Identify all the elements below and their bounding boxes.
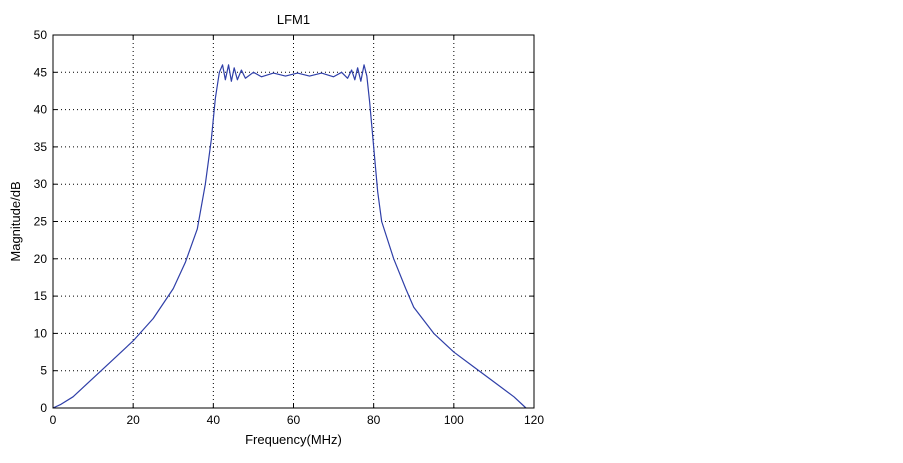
chart-title: LFM1 [277,12,310,27]
y-tick-label: 35 [34,140,48,154]
y-tick-label: 5 [40,364,47,378]
y-tick-label: 10 [34,326,48,340]
y-tick-label: 45 [34,65,48,79]
y-tick-label: 25 [34,215,48,229]
series-line [52,64,527,409]
x-tick-label: 120 [524,413,544,427]
x-tick-label: 40 [207,413,221,427]
x-tick-label: 0 [50,413,57,427]
x-tick-label: 80 [367,413,381,427]
y-tick-label: 50 [34,28,48,42]
grid [53,35,534,408]
x-tick-label: 100 [444,413,464,427]
series-layer [52,64,527,409]
y-tick-label: 40 [34,103,48,117]
y-tick-label: 30 [34,177,48,191]
y-axis-label: Magnitude/dB [8,181,23,261]
y-tick-label: 20 [34,252,48,266]
axis-ticks: 0 20 40 60 80 100 120 0 5 10 15 20 25 30 35 40 45 50 [34,28,545,427]
x-axis-label: Frequency(MHz) [245,432,342,447]
x-tick-label: 60 [287,413,301,427]
y-tick-label: 15 [34,289,48,303]
y-tick-label: 0 [40,401,47,415]
x-tick-label: 20 [126,413,140,427]
